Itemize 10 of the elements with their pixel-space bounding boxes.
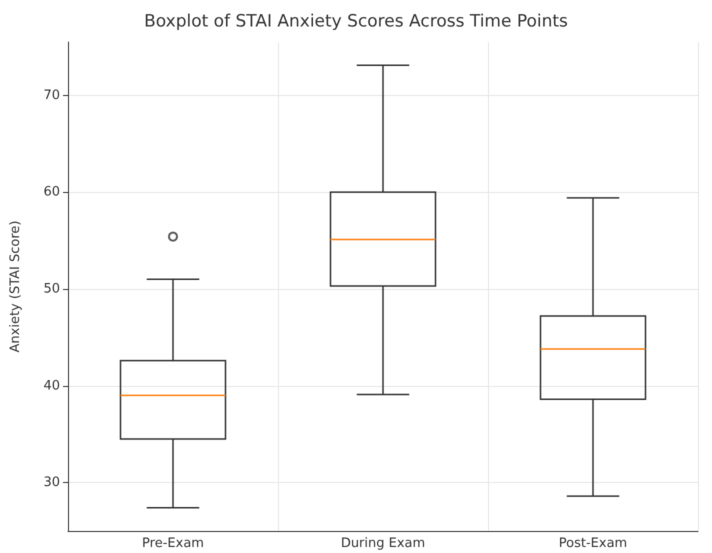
y-tick-label: 50 — [43, 281, 60, 296]
y-axis-title: Anxiety (STAI Score) — [8, 220, 23, 352]
y-tick-label: 70 — [43, 88, 60, 103]
y-tick-label: 60 — [43, 184, 60, 200]
y-tick-label: 40 — [43, 378, 60, 394]
x-tick-label: Post-Exam — [558, 536, 628, 551]
x-tick-label: Pre-Exam — [142, 536, 204, 551]
x-tick-label: During Exam — [340, 536, 426, 551]
y-tick-label: 30 — [43, 475, 60, 490]
chart-title: Boxplot of STAI Anxiety Scores Across Time Points — [144, 12, 568, 32]
